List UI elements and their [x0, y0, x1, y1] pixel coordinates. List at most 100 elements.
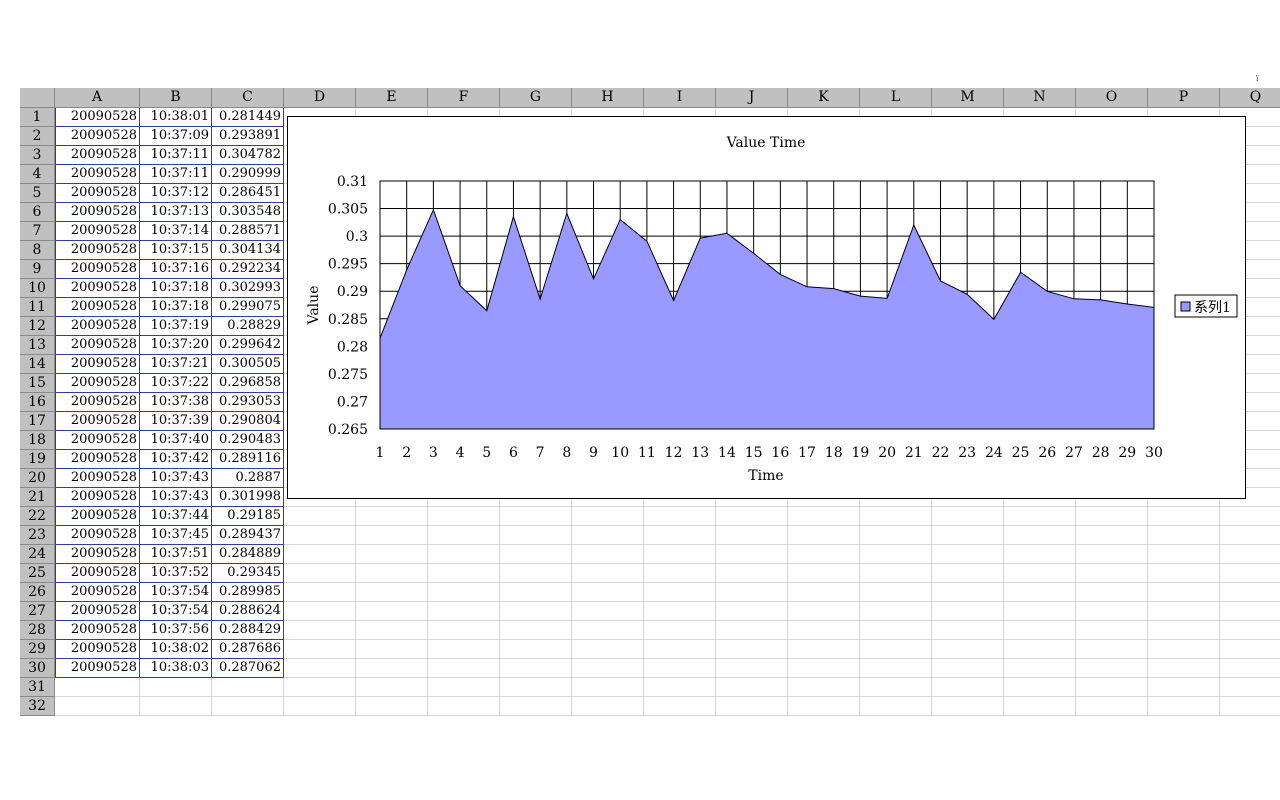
column-header-a[interactable]: A: [55, 88, 140, 108]
cell[interactable]: [500, 659, 572, 678]
cell[interactable]: [1076, 678, 1148, 697]
cell-c[interactable]: 0.281449: [212, 108, 284, 127]
cell-b[interactable]: 10:38:02: [140, 640, 212, 659]
cell[interactable]: [284, 697, 356, 716]
cell[interactable]: [572, 564, 644, 583]
row-header[interactable]: 30: [20, 659, 55, 678]
column-header-b[interactable]: B: [140, 88, 212, 108]
cell[interactable]: [644, 621, 716, 640]
cell[interactable]: [932, 697, 1004, 716]
cell[interactable]: [1220, 393, 1280, 412]
cell-c[interactable]: 0.289985: [212, 583, 284, 602]
cell-a[interactable]: 20090528: [55, 507, 140, 526]
cell-c[interactable]: 0.287686: [212, 640, 284, 659]
cell[interactable]: [284, 526, 356, 545]
cell-c[interactable]: 0.29185: [212, 507, 284, 526]
cell[interactable]: [644, 659, 716, 678]
cell[interactable]: [644, 583, 716, 602]
cell[interactable]: [284, 583, 356, 602]
cell-c[interactable]: 0.29345: [212, 564, 284, 583]
cell[interactable]: [1220, 507, 1280, 526]
cell[interactable]: [500, 507, 572, 526]
cell[interactable]: [428, 621, 500, 640]
cell[interactable]: [1220, 564, 1280, 583]
cell[interactable]: [284, 545, 356, 564]
cell[interactable]: [860, 640, 932, 659]
cell-a[interactable]: 20090528: [55, 640, 140, 659]
cell-a[interactable]: 20090528: [55, 412, 140, 431]
row-header[interactable]: 12: [20, 317, 55, 336]
cell[interactable]: [572, 659, 644, 678]
cell-b[interactable]: 10:37:39: [140, 412, 212, 431]
cell[interactable]: [860, 564, 932, 583]
cell[interactable]: [428, 678, 500, 697]
column-header-o[interactable]: O: [1076, 88, 1148, 108]
cell-c[interactable]: 0.28829: [212, 317, 284, 336]
cell[interactable]: [356, 545, 428, 564]
cell-c[interactable]: 0.287062: [212, 659, 284, 678]
cell[interactable]: [716, 564, 788, 583]
cell[interactable]: [1220, 260, 1280, 279]
cell-c[interactable]: 0.290804: [212, 412, 284, 431]
cell-c[interactable]: 0.303548: [212, 203, 284, 222]
cell[interactable]: [284, 659, 356, 678]
cell[interactable]: [1148, 697, 1220, 716]
column-header-c[interactable]: C: [212, 88, 284, 108]
cell-a[interactable]: 20090528: [55, 545, 140, 564]
cell[interactable]: [1220, 488, 1280, 507]
cell-c[interactable]: 0.301998: [212, 488, 284, 507]
cell[interactable]: [572, 507, 644, 526]
cell[interactable]: [428, 640, 500, 659]
row-header[interactable]: 15: [20, 374, 55, 393]
cell-b[interactable]: 10:37:21: [140, 355, 212, 374]
cell[interactable]: [644, 507, 716, 526]
cell[interactable]: [1076, 697, 1148, 716]
cell[interactable]: [1076, 621, 1148, 640]
cell[interactable]: [572, 545, 644, 564]
cell-b[interactable]: 10:37:38: [140, 393, 212, 412]
cell[interactable]: [932, 583, 1004, 602]
row-header[interactable]: 29: [20, 640, 55, 659]
cell[interactable]: [788, 602, 860, 621]
column-header-p[interactable]: P: [1148, 88, 1220, 108]
cell-a[interactable]: 20090528: [55, 602, 140, 621]
cell[interactable]: [1220, 450, 1280, 469]
cell[interactable]: [1004, 507, 1076, 526]
cell-a[interactable]: 20090528: [55, 279, 140, 298]
cell[interactable]: [1220, 317, 1280, 336]
column-header-h[interactable]: H: [572, 88, 644, 108]
cell-c[interactable]: 0.288429: [212, 621, 284, 640]
cell-a[interactable]: 20090528: [55, 659, 140, 678]
cell[interactable]: [788, 507, 860, 526]
cell-b[interactable]: 10:37:18: [140, 279, 212, 298]
cell[interactable]: [1004, 621, 1076, 640]
cell-c[interactable]: 0.289116: [212, 450, 284, 469]
cell-a[interactable]: 20090528: [55, 621, 140, 640]
cell[interactable]: [1004, 659, 1076, 678]
cell-a[interactable]: 20090528: [55, 564, 140, 583]
cell[interactable]: [860, 621, 932, 640]
cell-b[interactable]: 10:37:18: [140, 298, 212, 317]
column-header-q[interactable]: Q: [1220, 88, 1280, 108]
cell-b[interactable]: 10:37:22: [140, 374, 212, 393]
cell[interactable]: [1004, 640, 1076, 659]
cell-b[interactable]: 10:37:44: [140, 507, 212, 526]
cell-c[interactable]: 0.304782: [212, 146, 284, 165]
cell[interactable]: [716, 545, 788, 564]
cell-a[interactable]: 20090528: [55, 241, 140, 260]
cell[interactable]: [788, 526, 860, 545]
cell[interactable]: [1004, 602, 1076, 621]
cell[interactable]: [932, 678, 1004, 697]
cell-b[interactable]: 10:37:20: [140, 336, 212, 355]
cell[interactable]: [860, 507, 932, 526]
cell-a[interactable]: 20090528: [55, 260, 140, 279]
cell[interactable]: [55, 697, 140, 716]
cell[interactable]: [1004, 678, 1076, 697]
cell[interactable]: [716, 583, 788, 602]
cell-b[interactable]: 10:37:54: [140, 602, 212, 621]
row-header[interactable]: 11: [20, 298, 55, 317]
cell[interactable]: [644, 564, 716, 583]
cell[interactable]: [1220, 279, 1280, 298]
cell-a[interactable]: 20090528: [55, 393, 140, 412]
cell[interactable]: [932, 602, 1004, 621]
